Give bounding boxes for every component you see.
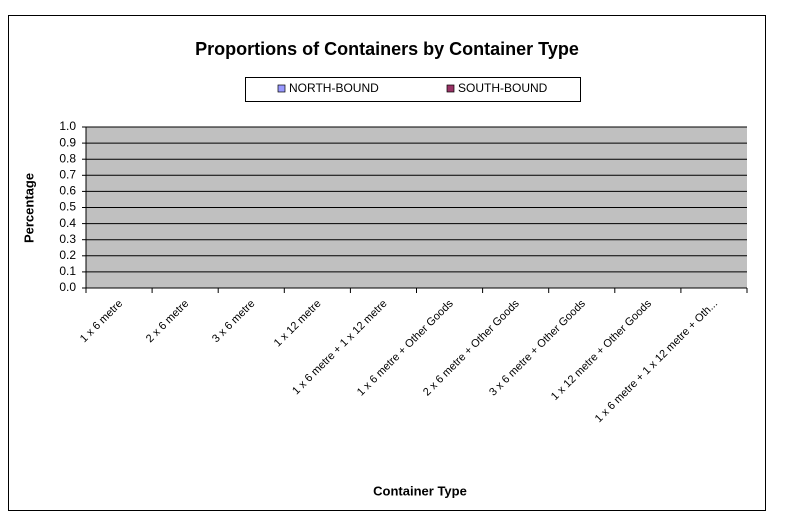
- legend-label: SOUTH-BOUND: [458, 81, 548, 95]
- legend-marker: [446, 84, 455, 93]
- y-tick-label: 0.2: [59, 248, 76, 262]
- y-tick-label: 0.1: [59, 264, 76, 278]
- y-tick-label: 0.9: [59, 135, 76, 149]
- y-tick-label: 0.5: [59, 200, 76, 214]
- legend-label: NORTH-BOUND: [289, 81, 379, 95]
- y-tick-label: 0.4: [59, 216, 76, 230]
- y-axis-label: Percentage: [21, 173, 36, 243]
- y-tick-label: 1.0: [59, 119, 76, 133]
- legend-marker: [277, 84, 286, 93]
- x-axis-label: Container Type: [373, 483, 467, 498]
- y-tick-label: 0.3: [59, 232, 76, 246]
- y-tick-label: 0.6: [59, 184, 76, 198]
- y-tick-label: 0.7: [59, 167, 76, 181]
- chart-title: Proportions of Containers by Container T…: [195, 39, 579, 59]
- y-tick-label: 0.8: [59, 151, 76, 165]
- y-tick-label: 0.0: [59, 280, 76, 294]
- legend-box: [245, 77, 581, 102]
